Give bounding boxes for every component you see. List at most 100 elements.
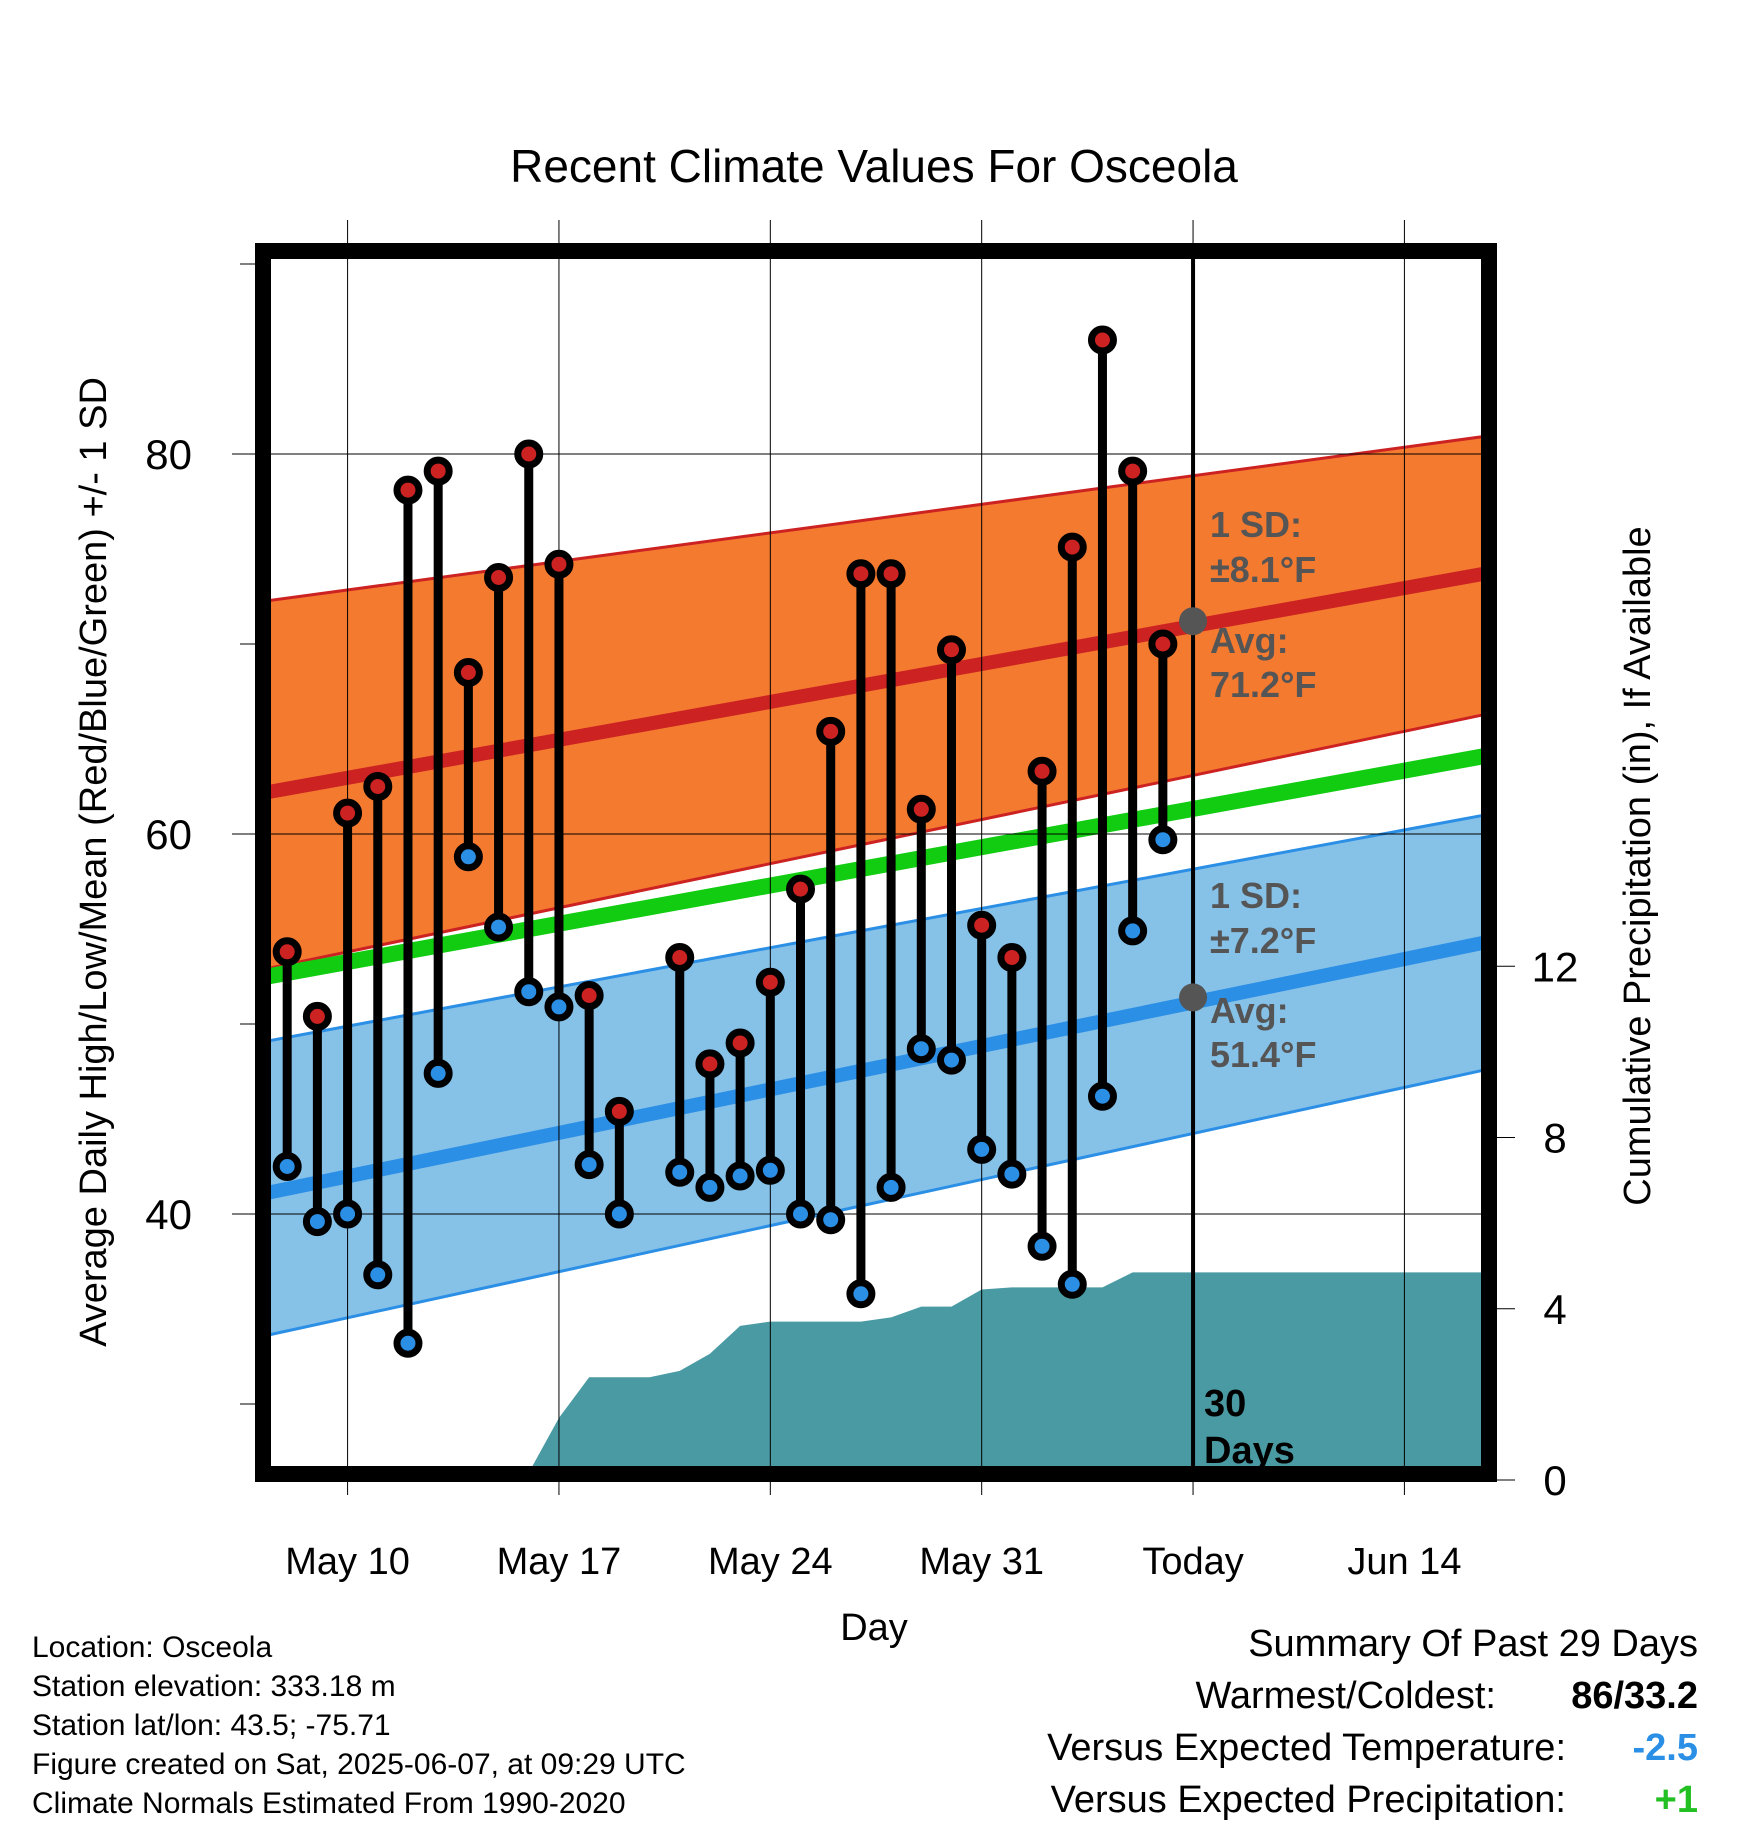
low-normal-band-lower-edge [263,1067,1489,1338]
temp-vs-expected-label: Versus Expected Temperature: [1047,1727,1566,1769]
high-avg-label: Avg: [1210,620,1289,661]
daily-high-point [574,981,604,1010]
plot-frame [255,243,1497,1482]
temp-vs-expected-value: -2.5 [1632,1727,1698,1769]
daily-high-point [1118,456,1148,486]
daily-high-point [755,967,785,997]
daily-low-point [363,1260,393,1290]
x-tick-label: Jun 14 [1347,1541,1461,1583]
daily-low-point [936,1045,966,1075]
daily-high-point [816,716,846,746]
station-info: Location: Osceola Station elevation: 333… [32,1628,686,1823]
daily-low-point [846,1279,876,1309]
daily-high-point [665,943,695,972]
x-tick-label: May 17 [497,1541,622,1583]
warmest-label: Warmest/Coldest: [1195,1675,1496,1717]
normals-text: Climate Normals Estimated From 1990-2020 [32,1787,626,1820]
daily-high-point [272,937,302,967]
daily-high-point [1057,532,1087,562]
daily-high-point [967,910,997,940]
x-tick-label: Today [1142,1541,1243,1583]
today-label-line-2: Days [1204,1430,1295,1472]
daily-low-point [695,1172,725,1202]
daily-low-point [393,1328,423,1358]
y2-axis-label: Cumulative Precipitation (in), If Availa… [1617,526,1659,1205]
high-average-line [263,565,1489,801]
daily-low-point [1087,1081,1117,1111]
y2-tick-label: 4 [1543,1286,1566,1333]
low-average-marker [1179,983,1208,1012]
y-tick-label: 60 [145,811,192,858]
y2-tick-label: 0 [1543,1457,1566,1504]
daily-low-point [1027,1231,1057,1261]
daily-high-point [876,559,906,589]
daily-high-point [1027,756,1057,786]
daily-low-point [997,1159,1027,1189]
daily-low-point [574,1150,604,1180]
daily-high-point [302,1001,332,1031]
daily-high-point [1148,629,1178,659]
low-normal-band-upper-edge [263,812,1489,1044]
elevation-text: Station elevation: 333.18 m [32,1670,396,1703]
today-window-label: 30 Days [1204,1383,1295,1472]
low-normal-band [263,814,1489,1337]
daily-high-point [936,635,966,665]
x-tick-label: May 10 [285,1541,410,1583]
daily-low-point [1118,916,1148,946]
daily-low-point [967,1134,997,1164]
location-text: Location: Osceola [32,1631,273,1664]
daily-low-point [333,1199,363,1229]
y2-tick-label: 8 [1543,1115,1566,1162]
x-axis-label: Day [840,1607,908,1649]
precip-vs-expected-label: Versus Expected Precipitation: [1050,1779,1566,1821]
daily-low-point [725,1161,755,1191]
summary-title: Summary Of Past 29 Days [1248,1623,1698,1665]
daily-high-point [997,943,1027,972]
x-tick-label: May 31 [919,1541,1044,1583]
created-text: Figure created on Sat, 2025-06-07, at 09… [32,1748,686,1781]
high-normal-band-lower-edge [263,712,1489,972]
high-normal-band-upper-edge [263,434,1489,603]
daily-low-point [786,1199,816,1229]
daily-high-point [846,559,876,589]
daily-low-point [544,992,574,1022]
warmest-value: 86/33.2 [1571,1675,1698,1717]
precip-vs-expected-value: +1 [1654,1779,1698,1821]
today-label-line-1: 30 [1204,1383,1246,1425]
high-avg-value: 71.2°F [1210,664,1316,705]
daily-low-point [755,1155,785,1185]
daily-high-point [423,456,453,486]
y-tick-label: 40 [145,1191,192,1238]
high-average-marker [1179,607,1208,636]
daily-high-point [786,874,816,904]
daily-low-point [906,1034,936,1064]
low-sd-value: ±7.2°F [1210,920,1316,961]
mean-average-line [263,747,1489,986]
daily-low-point [1057,1269,1087,1299]
daily-high-point [453,658,483,687]
latlon-text: Station lat/lon: 43.5; -75.71 [32,1709,391,1742]
daily-low-point [423,1058,453,1088]
daily-high-point [514,439,544,469]
daily-low-point [302,1207,332,1237]
daily-low-point [604,1199,634,1229]
y-tick-label: 80 [145,431,192,478]
daily-high-point [1087,325,1117,355]
daily-low-point [453,842,483,872]
precip-area [458,1272,1489,1473]
low-average-line [263,934,1489,1201]
daily-high-point [333,798,363,828]
x-tick-label: May 24 [708,1541,833,1583]
daily-high-point [906,794,936,824]
daily-low-point [816,1205,846,1235]
daily-high-point [544,549,574,579]
daily-low-point [272,1152,302,1181]
daily-high-point [604,1096,634,1126]
daily-high-point [484,563,514,592]
chart-title: Recent Climate Values For Osceola [510,140,1238,192]
daily-low-point [484,912,514,942]
daily-high-point [393,475,423,505]
y-axis-label: Average Daily High/Low/Mean (Red/Blue/Gr… [73,377,115,1347]
low-sd-label: 1 SD: [1210,875,1302,916]
